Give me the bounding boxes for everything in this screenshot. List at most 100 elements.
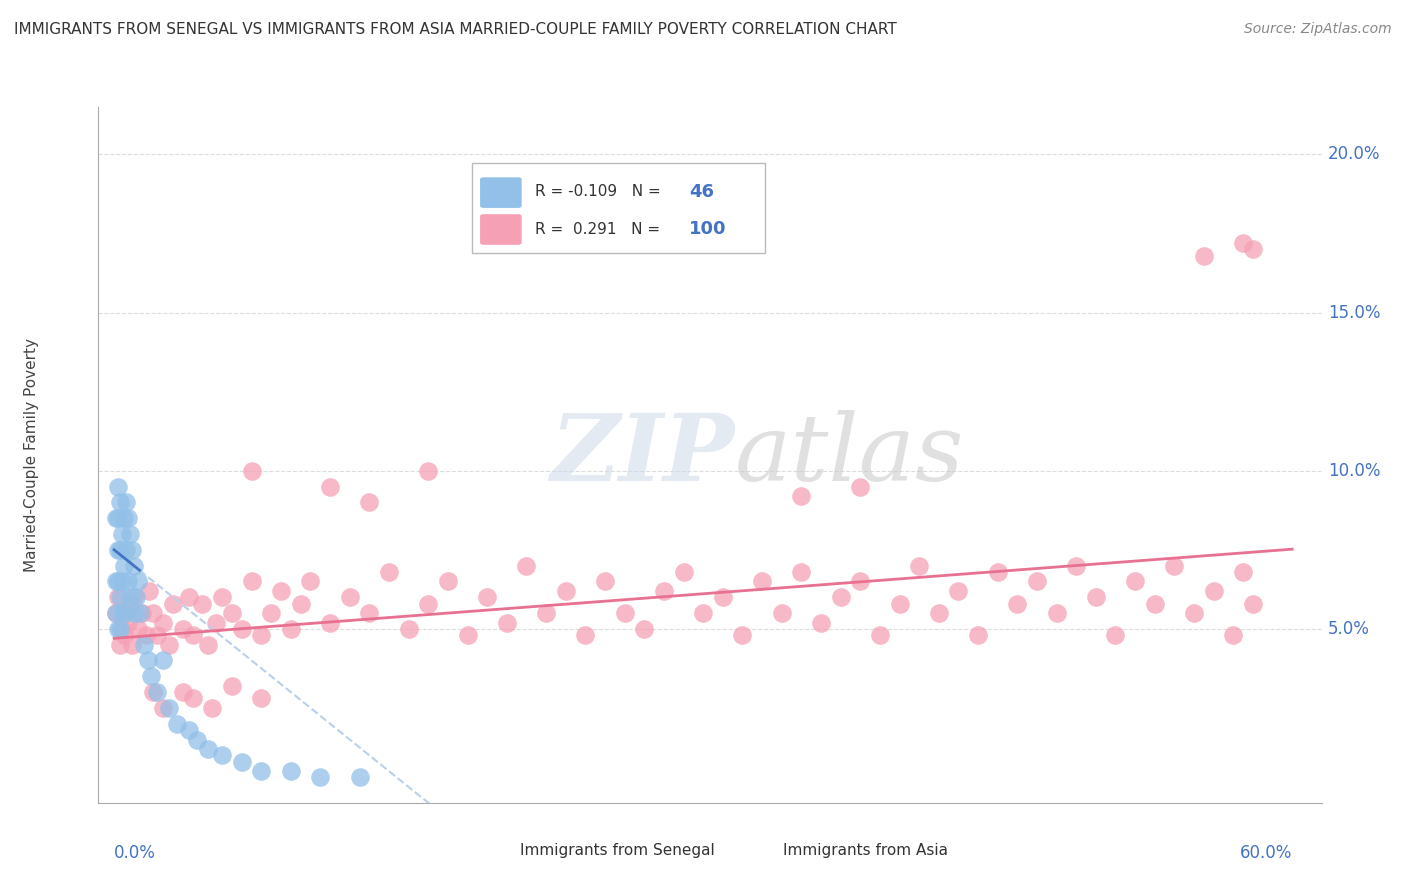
Point (105, 574, 128, 589)
Point (1241, 243, 1264, 257)
Point (418, 464, 440, 478)
Point (240, 574, 263, 589)
Point (948, 583, 970, 598)
Point (181, 628, 204, 642)
Point (141, 669, 163, 683)
Point (108, 495, 131, 509)
Point (112, 511, 135, 525)
Point (299, 574, 322, 589)
Point (108, 542, 131, 557)
Text: IMMIGRANTS FROM SENEGAL VS IMMIGRANTS FROM ASIA MARRIED-COUPLE FAMILY POVERTY CO: IMMIGRANTS FROM SENEGAL VS IMMIGRANTS FR… (14, 22, 897, 37)
Point (115, 542, 138, 557)
Point (231, 755, 253, 769)
Point (152, 615, 174, 630)
Text: ZIP: ZIP (550, 410, 734, 500)
Text: 15.0%: 15.0% (1327, 303, 1381, 322)
Point (117, 574, 139, 589)
Point (105, 606, 128, 620)
Point (593, 574, 616, 589)
Point (240, 464, 263, 478)
Point (107, 591, 129, 605)
Point (146, 628, 169, 642)
Point (231, 622, 253, 636)
Text: R =  0.291   N =: R = 0.291 N = (536, 222, 665, 237)
Point (172, 685, 194, 699)
Point (849, 574, 872, 589)
Text: 46: 46 (689, 183, 714, 201)
Point (112, 606, 135, 620)
Point (270, 583, 292, 598)
Point (107, 511, 129, 525)
Text: Source: ZipAtlas.com: Source: ZipAtlas.com (1244, 22, 1392, 37)
Point (457, 628, 479, 642)
Point (1192, 249, 1215, 263)
Point (105, 606, 128, 620)
Point (118, 597, 141, 611)
Point (1232, 565, 1254, 579)
Point (197, 742, 219, 756)
Point (378, 565, 401, 579)
Point (790, 565, 813, 579)
Point (136, 653, 159, 667)
Point (172, 622, 194, 636)
Point (928, 606, 950, 620)
Point (1222, 628, 1244, 642)
Point (122, 591, 145, 605)
Point (515, 558, 537, 573)
Text: 5.0%: 5.0% (1327, 620, 1369, 638)
Point (107, 479, 129, 493)
Point (250, 691, 273, 706)
Point (349, 771, 371, 785)
Point (121, 542, 143, 557)
Text: atlas: atlas (734, 410, 965, 500)
Point (751, 574, 773, 589)
Point (633, 622, 655, 636)
Point (398, 622, 420, 636)
Point (810, 615, 832, 630)
Point (221, 679, 243, 693)
Point (205, 615, 228, 630)
Point (534, 606, 557, 620)
Point (319, 479, 342, 493)
Point (1163, 558, 1185, 573)
Point (127, 622, 149, 636)
Point (1202, 583, 1225, 598)
Point (1143, 597, 1166, 611)
Point (711, 591, 734, 605)
Point (107, 622, 129, 636)
Point (122, 606, 145, 620)
Point (280, 764, 302, 779)
Point (118, 527, 141, 541)
Point (1241, 597, 1264, 611)
Point (108, 591, 131, 605)
Point (191, 597, 214, 611)
FancyBboxPatch shape (471, 162, 765, 253)
Point (111, 527, 134, 541)
Point (359, 606, 381, 620)
Point (260, 606, 283, 620)
Text: Married-Couple Family Poverty: Married-Couple Family Poverty (24, 338, 38, 572)
FancyBboxPatch shape (479, 841, 515, 861)
Point (849, 479, 872, 493)
FancyBboxPatch shape (479, 178, 522, 208)
Point (319, 615, 342, 630)
Point (162, 597, 184, 611)
Point (495, 615, 517, 630)
Point (672, 565, 695, 579)
Point (107, 542, 129, 557)
Point (250, 628, 273, 642)
Point (770, 606, 793, 620)
Point (250, 764, 273, 779)
Point (280, 622, 302, 636)
Point (117, 615, 139, 630)
Point (142, 606, 165, 620)
Point (889, 597, 911, 611)
Point (115, 606, 138, 620)
Point (790, 489, 813, 503)
Point (181, 691, 204, 706)
Point (1084, 591, 1107, 605)
Point (359, 495, 381, 509)
Point (118, 591, 141, 605)
Text: 60.0%: 60.0% (1240, 844, 1292, 862)
Point (157, 701, 180, 715)
